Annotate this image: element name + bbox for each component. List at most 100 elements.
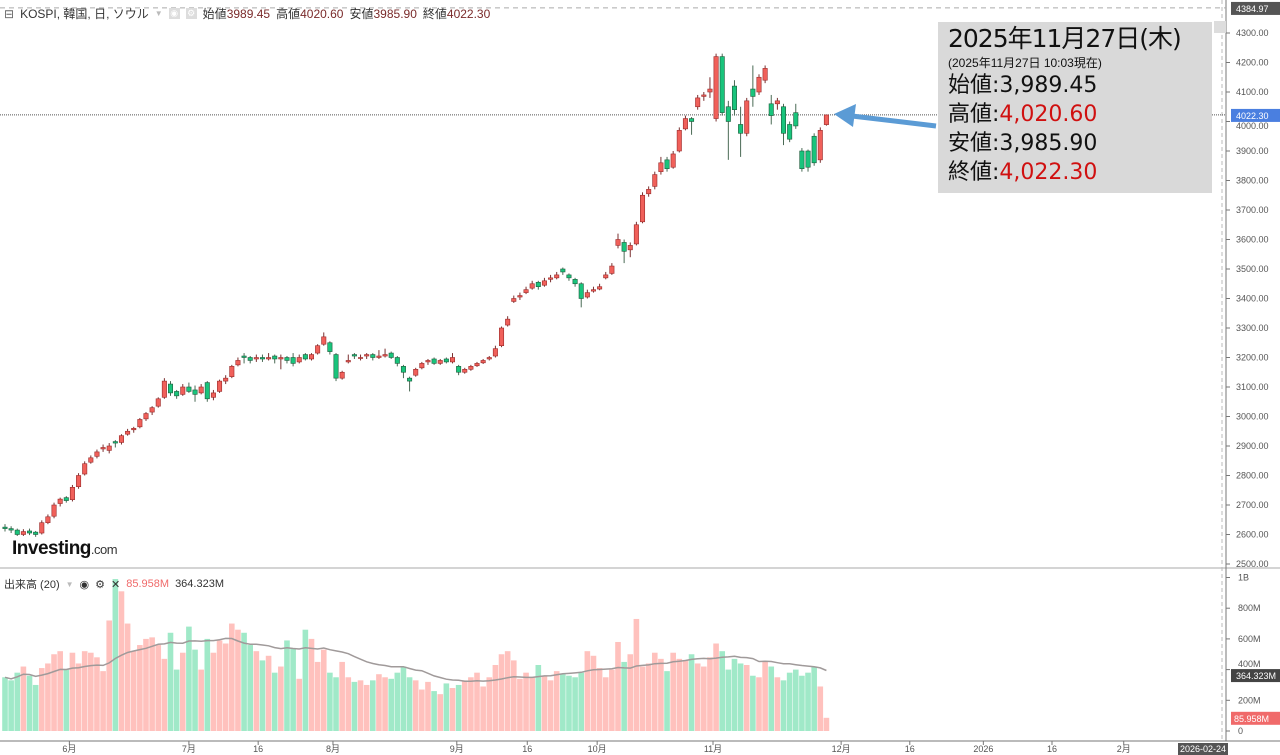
gear-icon[interactable]: ⚙	[95, 578, 106, 591]
candle-body	[88, 457, 94, 463]
volume-bar	[792, 669, 799, 731]
candle-body	[247, 357, 253, 361]
volume-bar	[517, 678, 523, 731]
volume-bar	[455, 684, 462, 731]
price-tick-label: 2700.00	[1236, 500, 1269, 510]
candle-body	[302, 354, 308, 360]
symbol-label[interactable]: KOSPI, 韓国, 日, ソウル	[20, 7, 149, 21]
candle-body	[437, 360, 443, 364]
volume-bar	[633, 618, 640, 731]
volume-bar	[486, 677, 493, 731]
candle-body	[597, 286, 603, 290]
candle-body	[682, 118, 688, 130]
volume-bar	[811, 666, 817, 731]
volume-bar	[345, 677, 352, 731]
candle-body	[210, 392, 216, 398]
volume-bar	[406, 677, 413, 731]
candle-body	[590, 289, 596, 292]
high-value: 4020.60	[300, 7, 344, 21]
volume-bar	[510, 660, 517, 731]
candle-body	[731, 85, 737, 110]
volume-bar	[75, 663, 82, 731]
tooltip-close-value: 4,022.30	[999, 160, 1098, 185]
volume-tick-label: 400M	[1238, 659, 1261, 669]
volume-bar	[370, 680, 376, 731]
candle-body	[431, 358, 437, 364]
price-tick-label: 3200.00	[1236, 353, 1269, 363]
candle-body	[511, 298, 517, 302]
candle-body	[499, 327, 505, 347]
candle-body	[738, 124, 744, 134]
volume-bar	[756, 677, 762, 731]
volume-bar	[547, 680, 554, 731]
volume-bar	[750, 675, 756, 731]
candle-body	[20, 531, 26, 535]
volume-bar	[523, 672, 529, 731]
volume-bar	[774, 677, 781, 731]
volume-bar	[468, 677, 474, 731]
price-tick-label: 2500.00	[1236, 559, 1269, 569]
volume-bar	[707, 657, 713, 731]
volume-bar	[137, 645, 143, 731]
candle-body	[621, 242, 627, 252]
candle-body	[793, 112, 799, 127]
volume-bar	[529, 677, 535, 731]
collapse-icon[interactable]: ⊟	[4, 6, 15, 21]
price-tick-label: 3800.00	[1236, 176, 1269, 186]
eye-icon[interactable]: ◉	[168, 8, 180, 19]
candle-body	[425, 360, 431, 363]
candle-body	[762, 68, 768, 81]
candle-body	[615, 239, 621, 246]
tooltip-open: 始値:3,989.45	[948, 73, 1098, 98]
price-tick-label: 3000.00	[1236, 412, 1269, 422]
close-icon[interactable]: ✕	[111, 578, 121, 591]
candle-body	[223, 377, 229, 382]
volume-bar	[173, 669, 180, 731]
volume-bar	[805, 672, 811, 731]
candle-body	[701, 94, 707, 97]
candle-body	[468, 366, 474, 370]
candle-body	[462, 368, 468, 373]
tooltip-high-value: 4,020.60	[999, 102, 1098, 127]
volume-bar	[400, 666, 407, 731]
price-tick-label: 3500.00	[1236, 264, 1269, 274]
tooltip-high-label: 高値:	[948, 102, 1000, 127]
candle-body	[627, 245, 633, 251]
volume-bar	[645, 663, 652, 731]
volume-bar	[725, 669, 732, 731]
time-tick-label: 12月	[832, 744, 851, 754]
volume-bar	[81, 651, 88, 731]
volume-bar	[768, 666, 775, 731]
volume-bar	[20, 666, 27, 731]
candle-body	[382, 354, 388, 357]
candle-body	[118, 435, 124, 443]
candle-body	[100, 447, 106, 450]
candle-body	[419, 363, 425, 369]
volume-ma-label: 364.323M	[1236, 671, 1276, 681]
dropdown-icon[interactable]: ▼	[154, 9, 163, 18]
candle-body	[652, 174, 658, 187]
candle-body	[106, 445, 112, 451]
volume-bar	[498, 654, 505, 731]
low-value: 3985.90	[373, 7, 417, 21]
volume-bar	[94, 657, 100, 731]
time-tick-label: 9月	[450, 744, 464, 754]
open-label: 始値	[202, 7, 227, 21]
candle-body	[603, 274, 609, 279]
volume-bar	[284, 640, 290, 731]
candle-body	[584, 292, 590, 298]
volume-bar	[762, 661, 768, 731]
scroll-up-icon[interactable]	[1214, 21, 1226, 33]
candle-body	[664, 159, 670, 170]
candle-body	[640, 194, 646, 223]
eye-icon[interactable]: ◉	[79, 578, 90, 591]
candle-body	[174, 391, 180, 397]
volume-label[interactable]: 出来高 (20)	[4, 579, 60, 591]
gear-icon[interactable]: ⚙	[185, 8, 197, 19]
candle-body	[713, 56, 719, 119]
dropdown-icon[interactable]: ▼	[65, 579, 74, 589]
candle-body	[517, 295, 523, 298]
tooltip-timestamp: (2025年11月27日 10:03現在)	[948, 56, 1102, 70]
price-tick-label: 3400.00	[1236, 294, 1269, 304]
